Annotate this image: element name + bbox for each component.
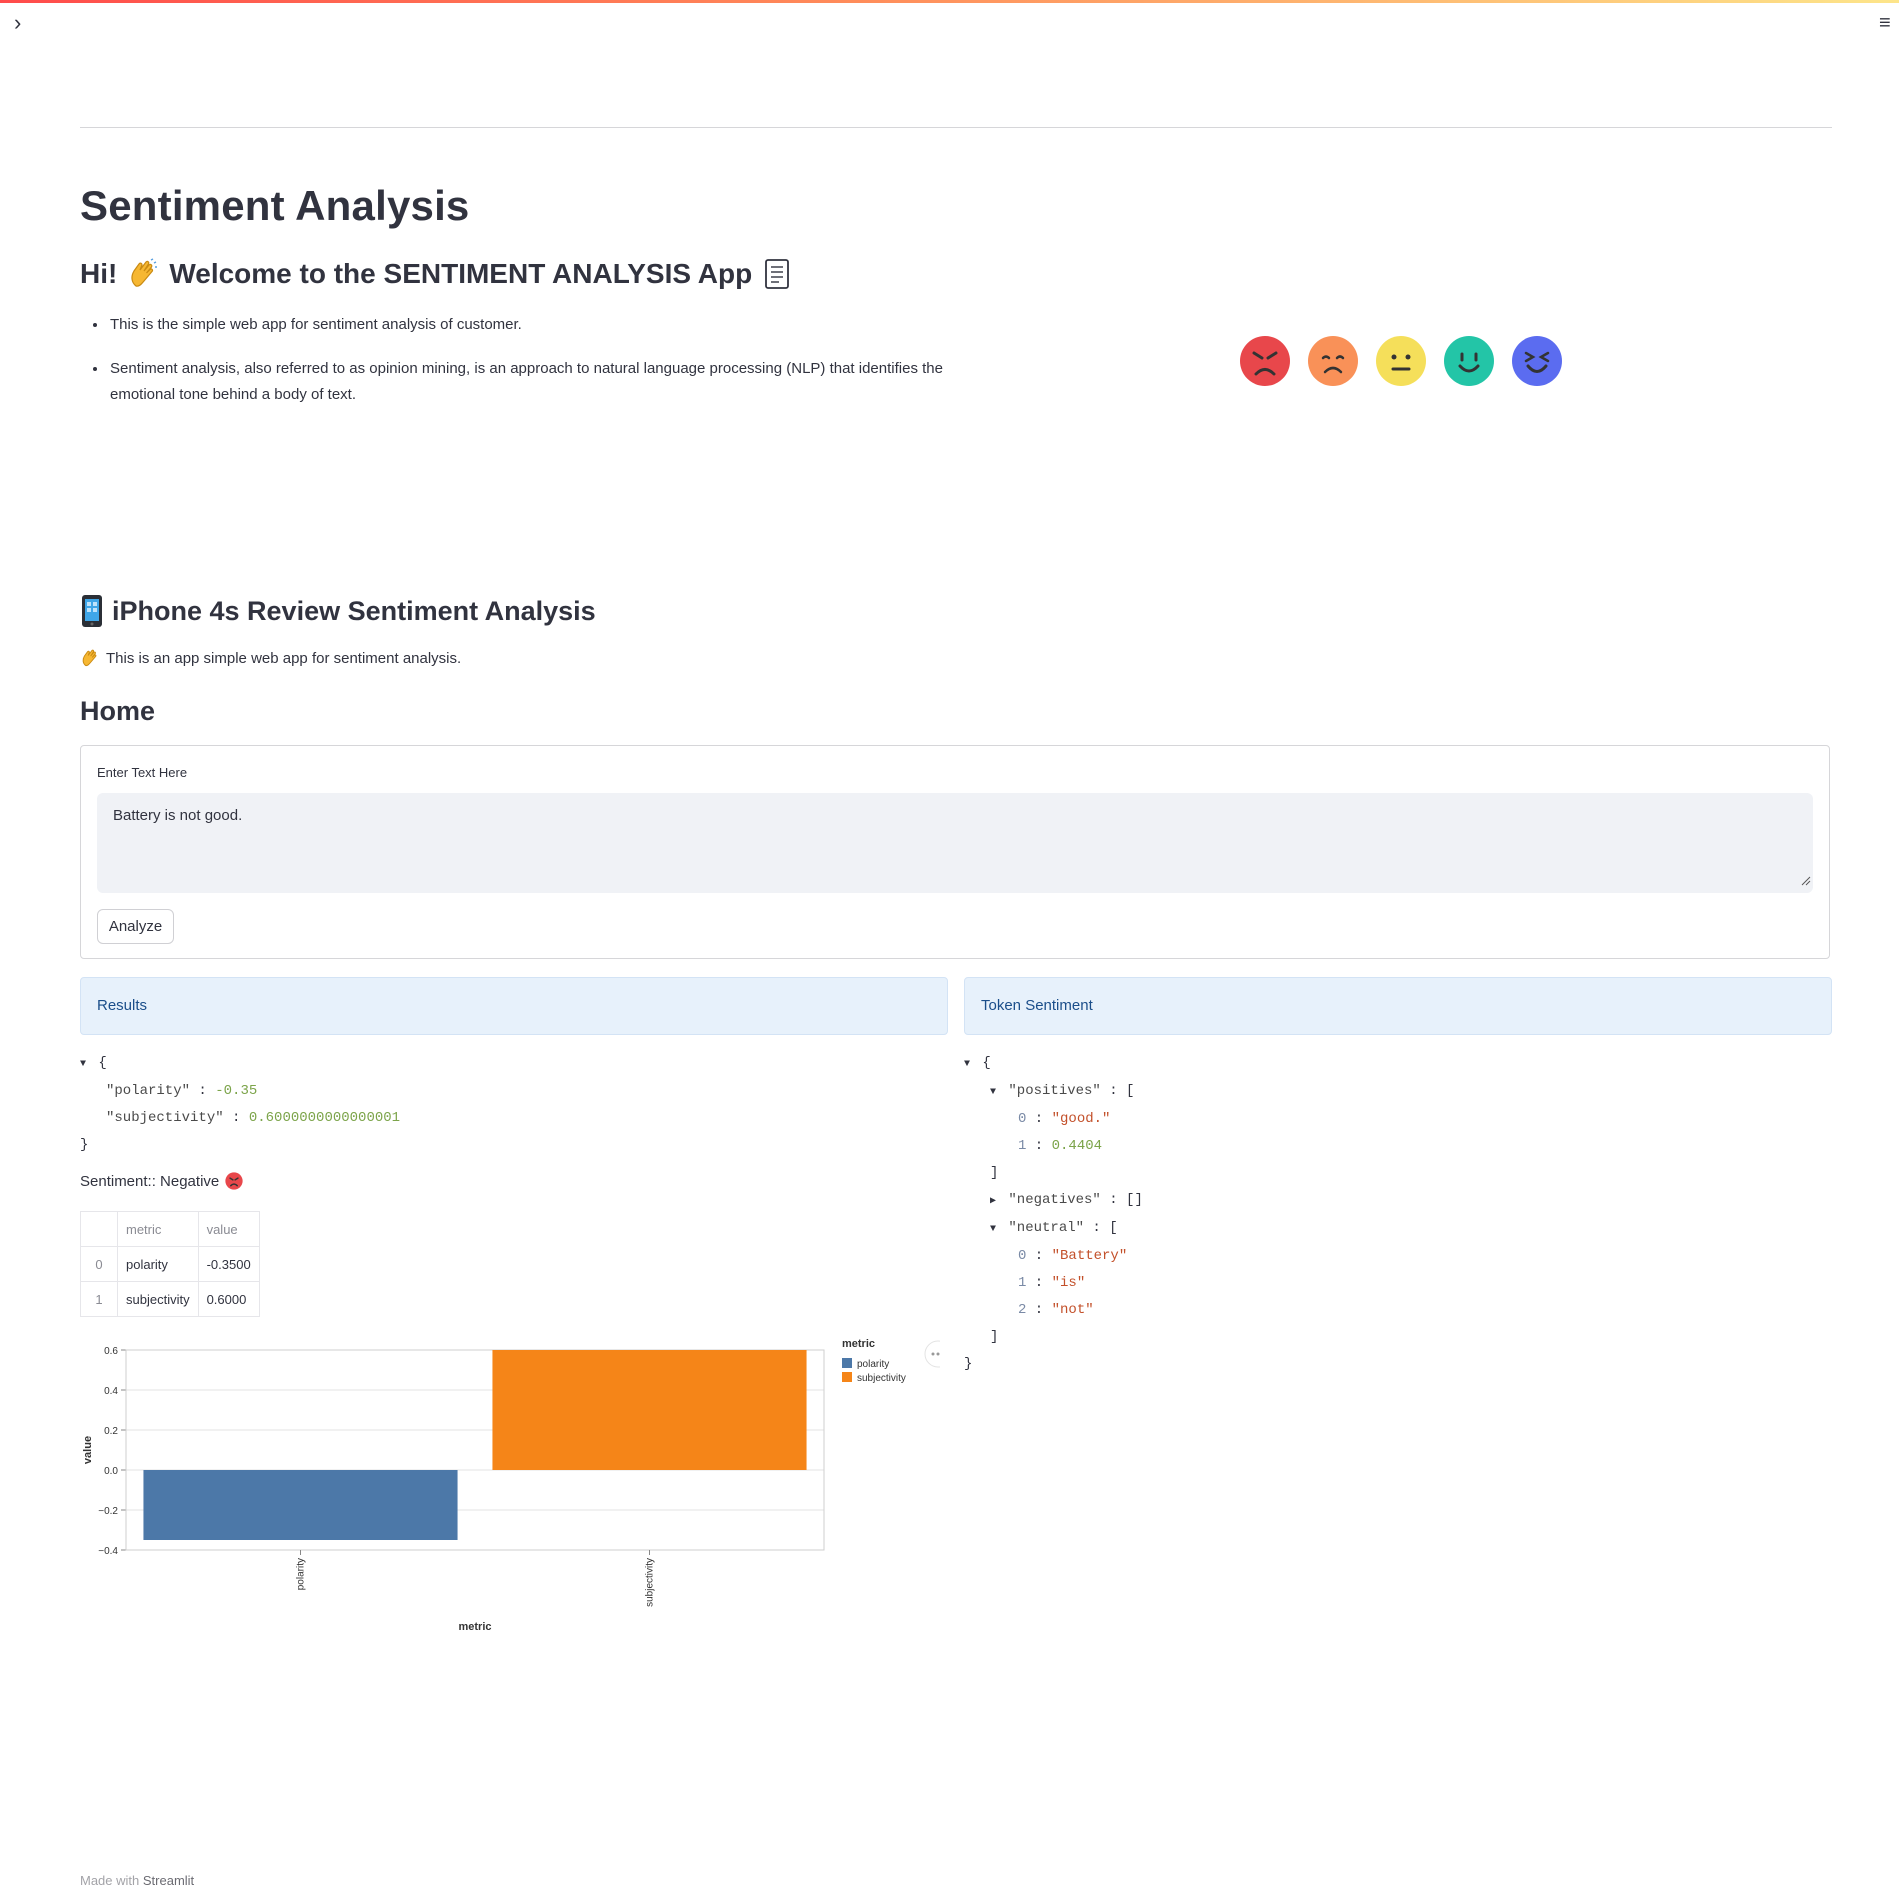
- json-value: "not": [1051, 1302, 1094, 1318]
- row-index: 1: [80, 1281, 118, 1317]
- top-decoration-bar: [0, 0, 1899, 3]
- cell-metric: subjectivity: [117, 1281, 199, 1317]
- top-divider: [80, 127, 1832, 128]
- legend-title: metric: [842, 1338, 875, 1350]
- collapse-caret-icon[interactable]: ▼: [990, 1224, 997, 1235]
- y-tick-label: −0.2: [98, 1506, 118, 1517]
- json-index: 1: [1018, 1275, 1027, 1291]
- json-index: 0: [1018, 1111, 1027, 1127]
- json-key: "polarity": [106, 1083, 191, 1099]
- y-tick-label: 0.0: [104, 1466, 118, 1477]
- x-axis-title: metric: [458, 1621, 491, 1630]
- expand-caret-icon[interactable]: ▶: [990, 1196, 997, 1207]
- json-value: "good.": [1051, 1111, 1111, 1127]
- json-value: []: [1126, 1192, 1143, 1208]
- sad-face-icon: [1308, 336, 1358, 386]
- table-row: 1 subjectivity 0.6000: [80, 1281, 260, 1317]
- scroll-icon: [765, 259, 790, 289]
- json-key: "positives": [1008, 1083, 1101, 1099]
- table-header: [80, 1211, 118, 1247]
- json-value: -0.35: [215, 1083, 258, 1099]
- json-index: 2: [1018, 1302, 1027, 1318]
- json-value: "Battery": [1051, 1248, 1128, 1264]
- page-title: Sentiment Analysis: [80, 182, 470, 229]
- welcome-prefix: Hi!: [80, 258, 118, 289]
- section-title: iPhone 4s Review Sentiment Analysis: [112, 595, 596, 626]
- resize-handle-icon[interactable]: [1801, 876, 1811, 886]
- angry-face-icon: [225, 1172, 243, 1190]
- section-subtitle: This is an app simple web app for sentim…: [80, 648, 461, 668]
- json-value: "is": [1051, 1275, 1086, 1291]
- happy-face-icon: [1512, 336, 1562, 386]
- table-header[interactable]: value: [197, 1211, 260, 1247]
- analyze-form: Enter Text Here Battery is not good. Ana…: [80, 745, 1830, 959]
- legend-label: polarity: [857, 1359, 889, 1370]
- metrics-table: metric value 0 polarity -0.3500 1 subjec…: [80, 1211, 260, 1317]
- token-json: ▼ { ▼ "positives" : [ 0 : "good." 1 : 0.…: [964, 1050, 1143, 1378]
- footer-brand-link[interactable]: Streamlit: [142, 1873, 195, 1888]
- plot-area: [125, 1349, 825, 1551]
- footer: Made with Streamlit: [80, 1873, 194, 1888]
- smile-face-icon: [1444, 336, 1494, 386]
- legend-label: subjectivity: [857, 1373, 906, 1384]
- y-tick-label: 0.6: [104, 1346, 118, 1357]
- x-tick-label: polarity: [296, 1558, 307, 1590]
- more-options-icon: [931, 1352, 935, 1356]
- results-json: ▼ { "polarity" : -0.35 "subjectivity" : …: [80, 1050, 400, 1159]
- x-tick-label: subjectivity: [645, 1558, 656, 1607]
- bullet-item: This is the simple web app for sentiment…: [108, 312, 1008, 338]
- cell-value: -0.3500: [197, 1246, 260, 1282]
- row-index: 0: [80, 1246, 118, 1282]
- bar-subjectivity: [492, 1350, 807, 1470]
- sentiment-label: Sentiment:: Negative: [80, 1172, 220, 1190]
- cell-value: 0.6000: [197, 1281, 260, 1317]
- waving-hand-icon: [131, 258, 158, 287]
- metric-bar-chart: 0.6 0.4 0.2 0.0 −0.2 −0.4 polarity subjectivity…: [82, 1338, 940, 1630]
- section-heading: iPhone 4s Review Sentiment Analysis: [80, 594, 596, 628]
- angry-face-icon: [1240, 336, 1290, 386]
- y-tick-label: −0.4: [98, 1546, 118, 1557]
- main-menu-icon[interactable]: ≡: [1879, 12, 1891, 34]
- y-tick-label: 0.2: [104, 1426, 118, 1437]
- json-value: 0.6000000000000001: [248, 1110, 401, 1126]
- legend-swatch: [842, 1372, 852, 1382]
- intro-bullets: This is the simple web app for sentiment…: [80, 312, 1008, 426]
- collapse-caret-icon[interactable]: ▼: [964, 1059, 971, 1070]
- sidebar-toggle-icon[interactable]: ›: [14, 10, 22, 35]
- bullet-item: Sentiment analysis, also referred to as …: [108, 356, 1008, 408]
- table-row: 0 polarity -0.3500: [80, 1246, 260, 1282]
- neutral-face-icon: [1376, 336, 1426, 386]
- json-key: "negatives": [1008, 1192, 1101, 1208]
- home-heading: Home: [80, 696, 156, 726]
- welcome-heading: Hi! Welcome to the SENTIMENT ANALYSIS Ap…: [80, 258, 792, 290]
- bar-polarity: [143, 1470, 458, 1540]
- waving-hand-icon: [82, 649, 97, 667]
- collapse-caret-icon[interactable]: ▼: [990, 1087, 997, 1098]
- legend-swatch: [842, 1358, 852, 1368]
- analyze-button[interactable]: Analyze: [97, 909, 174, 944]
- sentiment-emoji-row: [1240, 336, 1562, 386]
- table-header[interactable]: metric: [117, 1211, 199, 1247]
- token-sentiment-header: Token Sentiment: [964, 977, 1832, 1035]
- footer-prefix: Made with: [80, 1873, 140, 1888]
- results-header: Results: [80, 977, 948, 1035]
- json-value: 0.4404: [1051, 1138, 1103, 1154]
- json-index: 1: [1018, 1138, 1027, 1154]
- main-content: Sentiment Analysis Hi! Welcome to the SE…: [80, 0, 1832, 1902]
- json-key: "neutral": [1008, 1220, 1085, 1236]
- sentiment-result: Sentiment:: Negative: [80, 1172, 243, 1190]
- mobile-phone-icon: [82, 595, 102, 627]
- collapse-caret-icon[interactable]: ▼: [80, 1059, 87, 1070]
- section-subtitle-text: This is an app simple web app for sentim…: [106, 649, 462, 667]
- json-key: "subjectivity": [106, 1110, 224, 1126]
- more-options-icon: [936, 1352, 940, 1356]
- input-label: Enter Text Here: [97, 765, 188, 780]
- review-text-input[interactable]: Battery is not good.: [97, 793, 1813, 893]
- welcome-text: Welcome to the SENTIMENT ANALYSIS App: [169, 258, 753, 289]
- cell-metric: polarity: [117, 1246, 199, 1282]
- y-tick-label: 0.4: [104, 1386, 118, 1397]
- y-axis-title: value: [82, 1436, 94, 1464]
- json-index: 0: [1018, 1248, 1027, 1264]
